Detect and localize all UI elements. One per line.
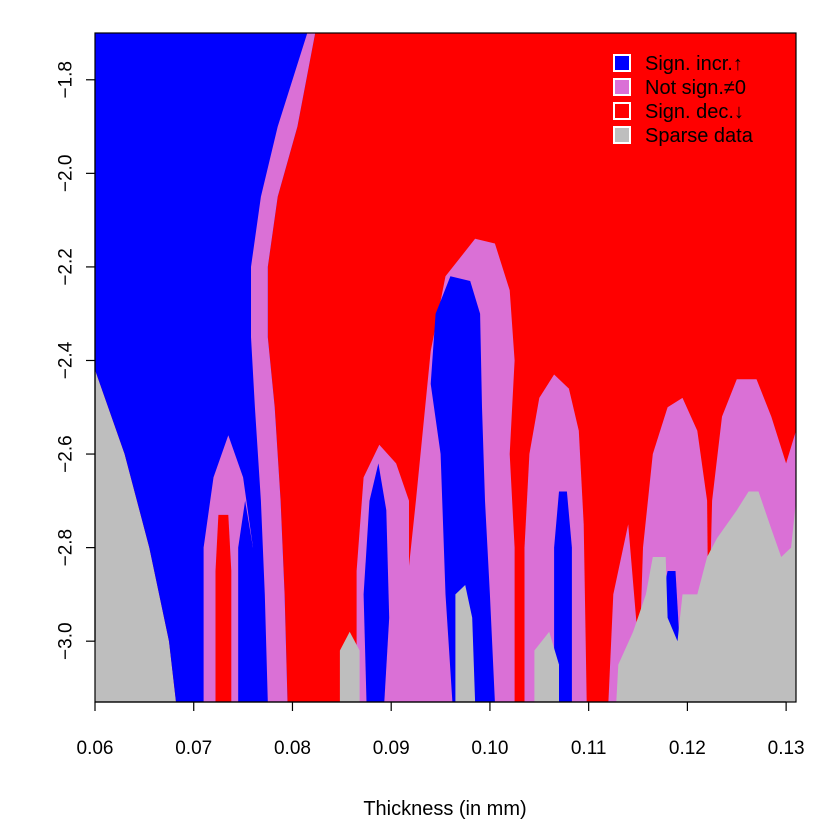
region-layer — [95, 33, 796, 702]
x-tick-label: 0.09 — [373, 738, 410, 759]
legend-entry: Sparse data — [613, 125, 754, 147]
y-tick-label: −2.8 — [56, 529, 77, 567]
y-tick-label: −2.4 — [56, 341, 77, 379]
x-axis-title: Thickness (in mm) — [363, 798, 526, 820]
legend-label: Sign. dec.↓ — [645, 101, 744, 123]
y-tick-label: −2.6 — [56, 435, 77, 473]
legend-entry: Sign. dec.↓ — [613, 101, 744, 123]
region-increase — [430, 276, 495, 702]
region-sparse — [339, 631, 360, 702]
region-decrease — [215, 514, 232, 702]
y-tick-label: −1.8 — [56, 61, 77, 99]
legend-swatch — [613, 78, 631, 96]
region-sparse — [616, 491, 796, 702]
x-tick-label: 0.06 — [77, 738, 114, 759]
y-tick-label: −3.0 — [56, 622, 77, 660]
legend-swatch — [613, 54, 631, 72]
region-sparse — [95, 369, 176, 702]
x-tick-label: 0.11 — [571, 738, 607, 759]
region-increase — [95, 33, 316, 702]
x-axis: 0.06 0.07 0.08 0.09 0.10 0.11 0.12 0.13 — [77, 701, 805, 759]
legend-swatch — [613, 102, 631, 120]
x-tick-label: 0.10 — [471, 738, 508, 759]
region-sparse — [455, 585, 476, 702]
region-increase — [554, 491, 572, 702]
legend-entry: Not sign.≠0 — [613, 77, 746, 99]
legend-label: Sparse data — [645, 125, 754, 147]
x-tick-label: 0.08 — [274, 738, 311, 759]
y-tick-label: −2.0 — [56, 155, 77, 193]
legend-entry: Sign. incr.↑ — [613, 53, 743, 75]
legend-label: Not sign.≠0 — [645, 77, 746, 99]
region-not-significant — [251, 33, 316, 702]
legend-label: Sign. incr.↑ — [645, 53, 743, 75]
y-axis: −1.8 −2.0 −2.2 −2.4 −2.6 −2.8 −3.0 — [56, 61, 96, 660]
y-tick-label: −2.2 — [56, 248, 77, 286]
x-tick-label: 0.12 — [669, 738, 706, 759]
region-increase — [363, 463, 390, 702]
region-increase — [238, 500, 255, 702]
x-tick-label: 0.13 — [768, 738, 805, 759]
x-tick-label: 0.07 — [175, 738, 212, 759]
region-sparse — [534, 631, 559, 702]
legend-swatch — [613, 126, 631, 144]
